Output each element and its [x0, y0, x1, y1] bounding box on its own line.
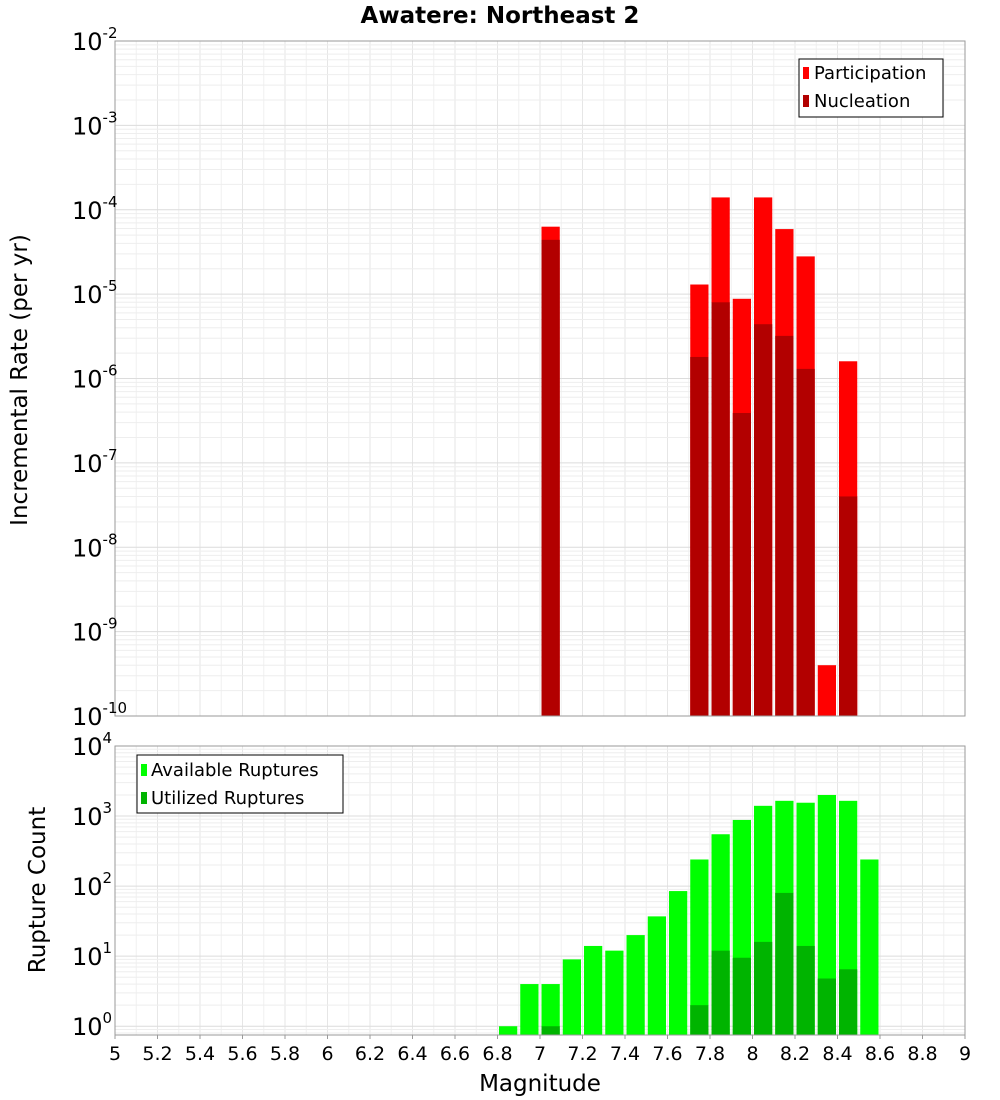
- chart-title: Awatere: Northeast 2: [361, 3, 640, 29]
- top-y-tick-label: 10-9: [72, 615, 118, 647]
- rate-bar-secondary: [839, 496, 858, 716]
- x-tick-label: 8.8: [907, 1043, 937, 1065]
- count-bar-primary: [562, 959, 581, 1035]
- x-tick-label: 6.4: [397, 1043, 427, 1065]
- rate-bar-secondary: [775, 335, 794, 716]
- legend-label-utilized-ruptures: Utilized Ruptures: [151, 788, 304, 809]
- count-bar-primary: [605, 950, 624, 1035]
- x-tick-label: 5.8: [270, 1043, 300, 1065]
- top-y-ticks: 10-2 10-3 10-4 10-5 10-6 10-7 10-8 10-9 10-10: [72, 24, 127, 731]
- count-bar-secondary: [839, 969, 858, 1035]
- x-tick-label: 8.2: [780, 1043, 810, 1065]
- legend-swatch-participation: [803, 67, 809, 79]
- top-y-tick-label: 10-5: [72, 277, 118, 309]
- top-y-tick-label: 10-4: [72, 193, 118, 225]
- top-y-tick-label: 10-10: [72, 699, 127, 731]
- x-axis-label: Magnitude: [479, 1071, 601, 1097]
- x-tick-label: 5.2: [142, 1043, 172, 1065]
- count-bar-primary: [817, 794, 836, 1035]
- count-bar-secondary: [690, 1005, 709, 1035]
- x-ticks: 5 5.2 5.4 5.6 5.8 6 6.2 6.4 6.6 6.8 7 7.2 7.4 7.6 7.8 8…: [109, 1035, 971, 1065]
- count-bar-primary: [690, 859, 709, 1035]
- rate-bar-secondary: [541, 239, 560, 716]
- top-plot-bars: [541, 197, 858, 717]
- bottom-y-axis-label: Rupture Count: [25, 807, 51, 973]
- legend-label-participation: Participation: [814, 63, 926, 84]
- x-tick-label: 5: [109, 1043, 121, 1065]
- top-y-tick-label: 10-7: [72, 446, 118, 478]
- x-tick-label: 7.2: [567, 1043, 597, 1065]
- rate-bar-secondary: [796, 368, 815, 716]
- top-legend-box: [798, 58, 944, 118]
- bottom-y-tick-label: 103: [72, 799, 112, 831]
- x-tick-label: 6.8: [482, 1043, 512, 1065]
- count-bar-primary: [541, 984, 560, 1035]
- bottom-plot-bars: [499, 794, 879, 1035]
- x-tick-label: 8.4: [822, 1043, 852, 1065]
- x-tick-label: 7: [534, 1043, 546, 1065]
- legend-swatch-available-ruptures: [141, 764, 147, 776]
- x-tick-label: 7.6: [652, 1043, 682, 1065]
- count-bar-primary: [860, 859, 879, 1035]
- x-tick-label: 6: [321, 1043, 333, 1065]
- legend-label-available-ruptures: Available Ruptures: [151, 760, 319, 781]
- bottom-y-tick-label: 104: [72, 729, 112, 761]
- count-bar-primary: [647, 916, 666, 1035]
- x-tick-label: 5.4: [185, 1043, 215, 1065]
- count-bar-primary: [626, 935, 645, 1035]
- legend-swatch-nucleation: [803, 95, 809, 107]
- count-bar-secondary: [541, 1026, 560, 1035]
- x-tick-label: 6.6: [440, 1043, 470, 1065]
- rate-bar-secondary: [690, 356, 709, 716]
- bottom-plot-grid: [114, 745, 966, 1035]
- legend-label-nucleation: Nucleation: [814, 91, 910, 112]
- x-tick-label: 6.2: [355, 1043, 385, 1065]
- bottom-y-tick-label: 101: [72, 939, 112, 971]
- legend-swatch-utilized-ruptures: [141, 792, 147, 804]
- top-y-tick-label: 10-3: [72, 108, 118, 140]
- bottom-y-tick-label: 100: [72, 1009, 112, 1041]
- x-tick-label: 5.6: [227, 1043, 257, 1065]
- bottom-y-tick-label: 102: [72, 869, 112, 901]
- count-bar-secondary: [796, 945, 815, 1035]
- rate-bar-secondary: [732, 413, 751, 716]
- x-tick-label: 9: [959, 1043, 971, 1065]
- count-bar-primary: [669, 891, 688, 1035]
- top-y-tick-label: 10-8: [72, 530, 118, 562]
- x-tick-label: 7.8: [695, 1043, 725, 1065]
- top-y-axis-label: Incremental Rate (per yr): [7, 234, 33, 526]
- count-bar-secondary: [732, 957, 751, 1035]
- top-plot-border: [114, 40, 966, 717]
- bottom-y-ticks: 104 103 102 101 100: [72, 729, 112, 1041]
- count-bar-secondary: [711, 950, 730, 1035]
- rate-bar-primary: [817, 665, 836, 716]
- rate-bar-secondary: [711, 302, 730, 716]
- count-bar-primary: [499, 1026, 518, 1035]
- x-tick-label: 8.6: [865, 1043, 895, 1065]
- rate-bar-secondary: [754, 324, 773, 716]
- bottom-legend-box: [136, 754, 344, 814]
- count-bar-secondary: [775, 892, 794, 1035]
- count-bar-primary: [584, 945, 603, 1035]
- top-y-tick-label: 10-2: [72, 24, 118, 56]
- x-tick-label: 7.4: [610, 1043, 640, 1065]
- top-y-tick-label: 10-6: [72, 362, 118, 394]
- count-bar-secondary: [817, 978, 836, 1035]
- bottom-legend: Available Ruptures Utilized Ruptures: [136, 754, 344, 814]
- x-tick-label: 8: [746, 1043, 758, 1065]
- count-bar-primary: [520, 984, 539, 1035]
- top-plot-grid: [114, 40, 966, 717]
- top-legend: Participation Nucleation: [798, 58, 944, 118]
- count-bar-secondary: [754, 941, 773, 1035]
